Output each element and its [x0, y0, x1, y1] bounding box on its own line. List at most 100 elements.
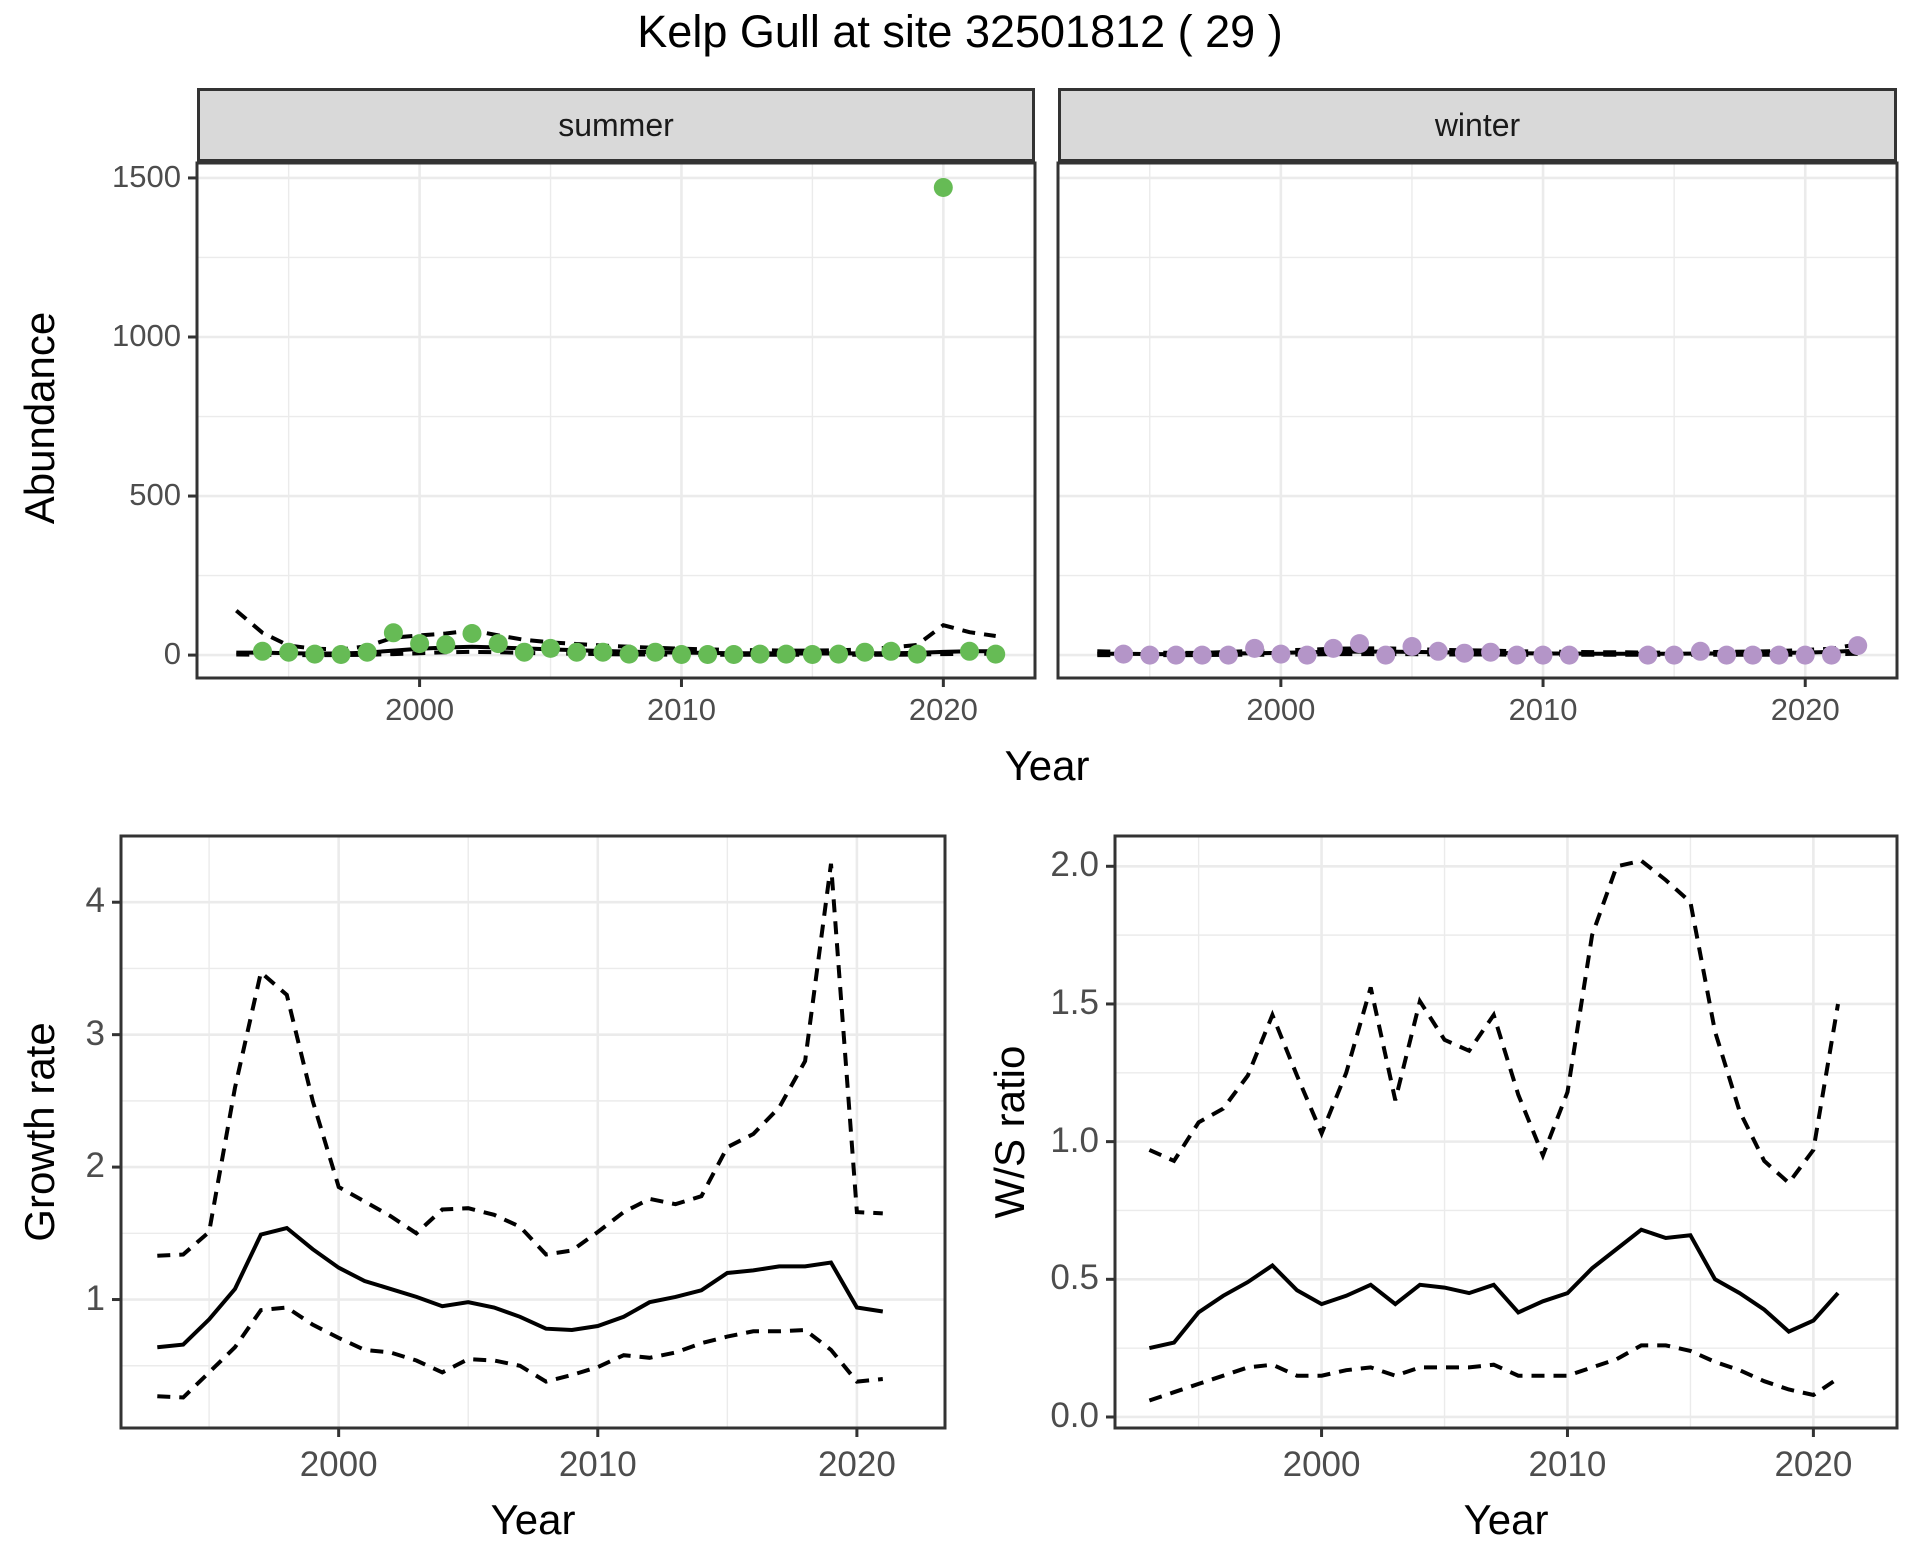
abundance-y-tick-label: 1500 — [112, 158, 181, 194]
data-point — [1218, 645, 1238, 665]
data-point — [1140, 645, 1160, 665]
summer-x-tick-label: 2020 — [908, 692, 978, 727]
data-point — [645, 642, 665, 662]
data-point — [1271, 644, 1291, 664]
abundance-y-tick-label: 500 — [129, 477, 181, 513]
winter-x-tick-label: 2000 — [1246, 692, 1316, 727]
growth-rate-x-axis-title: Year — [490, 1496, 576, 1543]
winter-x-tick-label: 2010 — [1508, 692, 1578, 727]
data-point — [776, 644, 796, 664]
summer-x-tick-label: 2010 — [646, 692, 716, 727]
data-point — [1795, 645, 1815, 665]
growth-y-tick-label: 3 — [85, 1013, 105, 1053]
data-point — [1848, 636, 1868, 656]
data-point — [1114, 644, 1133, 664]
facet-strip-summer-label: summer — [558, 106, 674, 143]
summer-x-tick-label: 2000 — [385, 692, 455, 727]
growth-y-tick-label: 4 — [85, 881, 105, 921]
growth-fit-line — [157, 1225, 884, 1350]
data-point — [1454, 643, 1474, 663]
data-point — [436, 635, 456, 655]
data-point — [1245, 638, 1265, 658]
data-point — [1402, 637, 1422, 656]
data-point — [1638, 645, 1658, 665]
abundance-y-axis-title: Abundance — [16, 311, 63, 525]
ws-ratio-x-axis-title: Year — [1463, 1496, 1549, 1543]
data-point — [750, 644, 770, 664]
data-point — [933, 178, 953, 197]
ws-y-tick-label: 1.0 — [1050, 1120, 1099, 1160]
summer-lower-ci-line — [236, 649, 996, 658]
data-point — [1769, 645, 1789, 665]
facet-strip-winter: winter — [1058, 88, 1897, 162]
data-point — [1192, 645, 1212, 665]
data-point — [1717, 645, 1737, 665]
data-point — [331, 645, 351, 664]
data-point — [279, 642, 299, 662]
growth-lower-ci-line — [157, 1305, 883, 1400]
ws-upper-ci-line — [1148, 858, 1840, 1186]
facet-strip-winter-label: winter — [1434, 106, 1521, 143]
facet-strip-summer: summer — [197, 88, 1035, 162]
ws-fit-line — [1148, 1227, 1840, 1351]
data-point — [593, 642, 613, 662]
winter-x-tick-label: 2020 — [1770, 692, 1840, 727]
summer-points — [253, 178, 1006, 664]
data-point — [1428, 641, 1448, 661]
data-point — [514, 642, 534, 662]
ws-y-tick-label: 1.5 — [1050, 982, 1099, 1022]
data-point — [881, 641, 901, 661]
ws-y-tick-label: 0.5 — [1050, 1258, 1099, 1298]
summer-grid — [197, 163, 1035, 678]
growth-upper-ci-line — [157, 863, 883, 1258]
ws-border — [1113, 834, 1899, 1430]
data-point — [410, 634, 430, 654]
data-point — [462, 624, 482, 643]
growth-x-tick-label: 2020 — [817, 1445, 896, 1484]
data-point — [1166, 645, 1186, 665]
ws-grid — [1115, 836, 1897, 1428]
data-point — [724, 645, 744, 664]
growth-rate-y-axis-title: Growth rate — [16, 1022, 63, 1242]
data-point — [567, 642, 587, 662]
ws-x-tick-label: 2000 — [1282, 1445, 1361, 1484]
data-point — [1533, 645, 1553, 665]
data-point — [253, 641, 272, 661]
data-point — [907, 644, 927, 664]
ws-y-tick-label: 2.0 — [1050, 845, 1099, 885]
summer-border — [195, 161, 1037, 680]
data-point — [1297, 645, 1317, 665]
data-point — [1323, 638, 1343, 658]
data-point — [960, 641, 979, 661]
top-x-axis-title: Year — [1004, 742, 1090, 789]
abundance-y-tick-label: 0 — [163, 636, 181, 672]
data-point — [672, 645, 691, 664]
data-point — [802, 645, 822, 664]
growth-border — [119, 834, 947, 1430]
data-point — [1822, 645, 1841, 665]
growth-y-tick-label: 2 — [85, 1146, 105, 1186]
data-point — [1481, 642, 1501, 662]
summer-upper-ci-line — [235, 609, 996, 653]
data-point — [1690, 641, 1710, 661]
winter-border — [1056, 161, 1899, 680]
winter-points — [1114, 634, 1868, 665]
data-point — [305, 644, 325, 664]
data-point — [986, 644, 1006, 664]
ws-y-tick-label: 0.0 — [1050, 1395, 1099, 1435]
winter-grid — [1058, 163, 1897, 678]
winter-upper-ci-line — [1097, 642, 1859, 655]
ws-x-tick-label: 2010 — [1528, 1445, 1607, 1484]
abundance-y-tick-label: 1000 — [112, 317, 181, 353]
data-point — [855, 642, 875, 662]
ws-lower-ci-line — [1148, 1343, 1840, 1403]
data-point — [1559, 645, 1579, 665]
data-point — [1350, 634, 1369, 654]
data-point — [619, 644, 639, 664]
data-point — [698, 645, 718, 664]
data-point — [541, 638, 560, 658]
data-point — [357, 642, 377, 662]
ws-x-tick-label: 2020 — [1774, 1445, 1853, 1484]
